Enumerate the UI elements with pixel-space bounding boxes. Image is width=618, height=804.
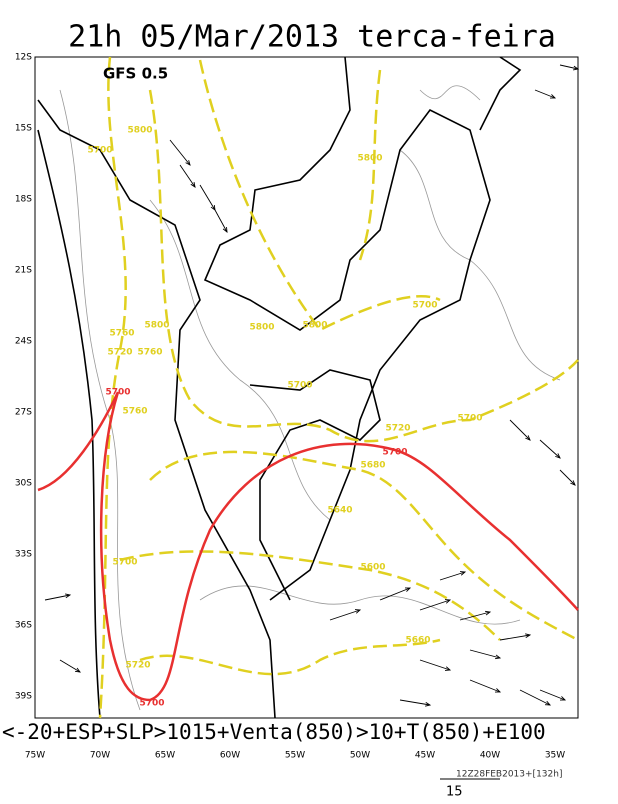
wind-arrowhead (354, 609, 362, 614)
contour-label: 5700 (457, 414, 482, 424)
wind-arrowhead (555, 453, 561, 459)
wind-arrow (559, 469, 576, 486)
contour-label: 5640 (327, 506, 352, 516)
wind-arrow (439, 571, 466, 581)
lon-label: 35W (545, 751, 565, 761)
contour-label: 5700 (287, 381, 312, 391)
contour-label: 5600 (360, 563, 385, 573)
wind-arrowhead (404, 587, 412, 592)
wind-arrowhead (573, 65, 580, 71)
wind-arrow (179, 164, 196, 188)
footer: 12Z28FEB2013+[132h] (456, 770, 562, 780)
wind-arrowhead (222, 226, 228, 234)
vector-scale: 15 (446, 785, 463, 800)
lon-label: 40W (480, 751, 500, 761)
wind-arrow (509, 419, 531, 441)
contour-label: 5700 (112, 558, 137, 568)
wind-arrow (329, 609, 361, 621)
contour-label: 5800 (144, 321, 169, 331)
lon-label: 50W (350, 751, 370, 761)
wind-arrowhead (570, 480, 576, 486)
wind-arrow (469, 649, 501, 659)
lat-label: 39S (15, 692, 32, 702)
lat-label: 18S (15, 195, 32, 205)
lon-label: 70W (90, 751, 110, 761)
map-frame (34, 56, 580, 719)
wind-arrowhead (185, 160, 191, 166)
model-label: GFS 0.5 (103, 65, 168, 83)
wind-arrowhead (444, 599, 452, 604)
wind-arrowhead (459, 571, 467, 576)
wind-arrowhead (525, 633, 532, 639)
wind-arrow (44, 594, 71, 601)
lat-label: 33S (15, 550, 32, 560)
contour-label: 5700 (382, 448, 407, 458)
wind-arrowhead (425, 701, 432, 707)
contour-label: 5800 (302, 321, 327, 331)
contour-label: 5680 (360, 461, 385, 471)
wind-arrow (559, 64, 579, 70)
contour-label: 5700 (412, 301, 437, 311)
wind-arrow (539, 439, 561, 459)
wind-arrowhead (549, 94, 557, 99)
caption-clip: <-20+ESP+SLP>1015+Venta(850)>10+T(850)+E… (2, 720, 546, 744)
lat-label: 12S (15, 53, 32, 63)
lon-label: 45W (415, 751, 435, 761)
wind-arrowhead (444, 666, 452, 671)
lon-label: 75W (25, 751, 45, 761)
caption: <-20+ESP+SLP>1015+Venta(850)>10+T(850)+E… (2, 720, 546, 744)
wind-arrowhead (544, 700, 552, 706)
lon-label: 55W (285, 751, 305, 761)
wind-arrow (214, 209, 228, 233)
wind-arrow (169, 139, 191, 166)
wind-arrow (539, 689, 566, 701)
wind-arrow (399, 699, 431, 706)
contour-label: 5700 (139, 699, 164, 709)
contour-label: 5760 (109, 329, 134, 339)
lat-label: 27S (15, 408, 32, 418)
wind-arrow (419, 599, 451, 611)
wind-arrow (469, 679, 501, 693)
wind-arrowhead (559, 696, 567, 701)
wind-arrowhead (494, 688, 502, 693)
wind-arrow (519, 689, 551, 706)
contour-label: 5700 (105, 388, 130, 398)
lat-label: 15S (15, 124, 32, 134)
contour-label: 5660 (405, 636, 430, 646)
wind-arrowhead (525, 435, 531, 441)
wind-arrowhead (74, 667, 81, 673)
wind-arrow (459, 611, 491, 621)
contour-label: 5720 (107, 348, 132, 358)
contour-label: 5800 (249, 323, 274, 333)
contour-label: 5760 (122, 407, 147, 417)
wind-arrow (199, 184, 216, 211)
wind-arrow (59, 659, 81, 673)
lat-label: 21S (15, 266, 32, 276)
lat-label: 36S (15, 621, 32, 631)
wind-arrowhead (494, 654, 502, 660)
contour-label: 5800 (127, 126, 152, 136)
wind-arrowhead (65, 593, 72, 599)
wind-arrow (379, 587, 411, 601)
wind-arrow (499, 634, 531, 641)
contour-label: 5800 (357, 154, 382, 164)
wind-arrow (419, 659, 451, 671)
lat-label: 24S (15, 337, 32, 347)
lon-label: 65W (155, 751, 175, 761)
contour-label: 5760 (137, 348, 162, 358)
contour-label: 5720 (125, 661, 150, 671)
lon-label: 60W (220, 751, 240, 761)
lat-label: 30S (15, 479, 32, 489)
wind-arrow (534, 89, 556, 99)
title: 21h 05/Mar/2013 terca-feira (68, 20, 556, 55)
contour-label: 5720 (385, 424, 410, 434)
wind-arrowhead (484, 610, 492, 616)
contour-label: 5700 (87, 146, 112, 156)
wind-arrowhead (190, 182, 196, 188)
